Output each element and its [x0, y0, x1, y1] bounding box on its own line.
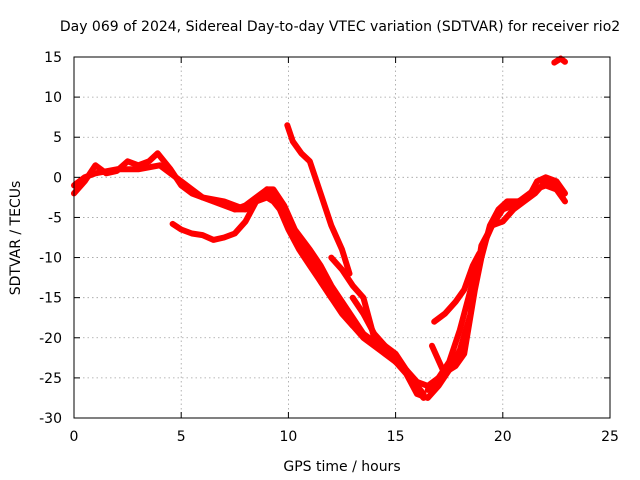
x-axis-label: GPS time / hours: [283, 459, 400, 475]
series-line-9: [429, 342, 463, 373]
y-tick-label: -20: [39, 331, 62, 347]
series-line-5: [284, 122, 353, 277]
x-tick-label: 20: [494, 429, 512, 445]
series-line-3: [169, 190, 341, 309]
y-tick-label: 5: [53, 130, 62, 146]
plot-frame: [73, 56, 611, 419]
series-line-10: [431, 250, 483, 325]
y-tick-label: -15: [39, 291, 62, 307]
y-tick-label: 15: [44, 50, 62, 66]
y-tick-label: -10: [39, 251, 62, 267]
y-tick-label: 0: [53, 170, 62, 186]
y-axis-label: SDTVAR / TECUs: [8, 181, 24, 296]
series-line-8: [424, 174, 568, 393]
x-tick-label: 0: [70, 429, 79, 445]
series-line-1: [71, 150, 427, 401]
chart-title: Day 069 of 2024, Sidereal Day-to-day VTE…: [60, 19, 620, 35]
y-tick-label: 10: [44, 90, 62, 106]
series-line-11: [551, 55, 568, 66]
grid-lines: [74, 57, 610, 418]
y-tick-label: -5: [48, 210, 62, 226]
y-axis-ticks: -30 -25 -20 -15 -10 -5 0 5 10 15: [39, 50, 610, 427]
data-series: [71, 55, 568, 401]
x-tick-label: 25: [601, 429, 619, 445]
y-tick-label: -25: [39, 371, 62, 387]
y-tick-label: -30: [39, 411, 62, 427]
x-tick-label: 5: [177, 429, 186, 445]
x-axis-ticks: 0 5 10 15 20 25: [70, 57, 619, 445]
x-tick-label: 10: [279, 429, 297, 445]
x-tick-label: 15: [387, 429, 405, 445]
